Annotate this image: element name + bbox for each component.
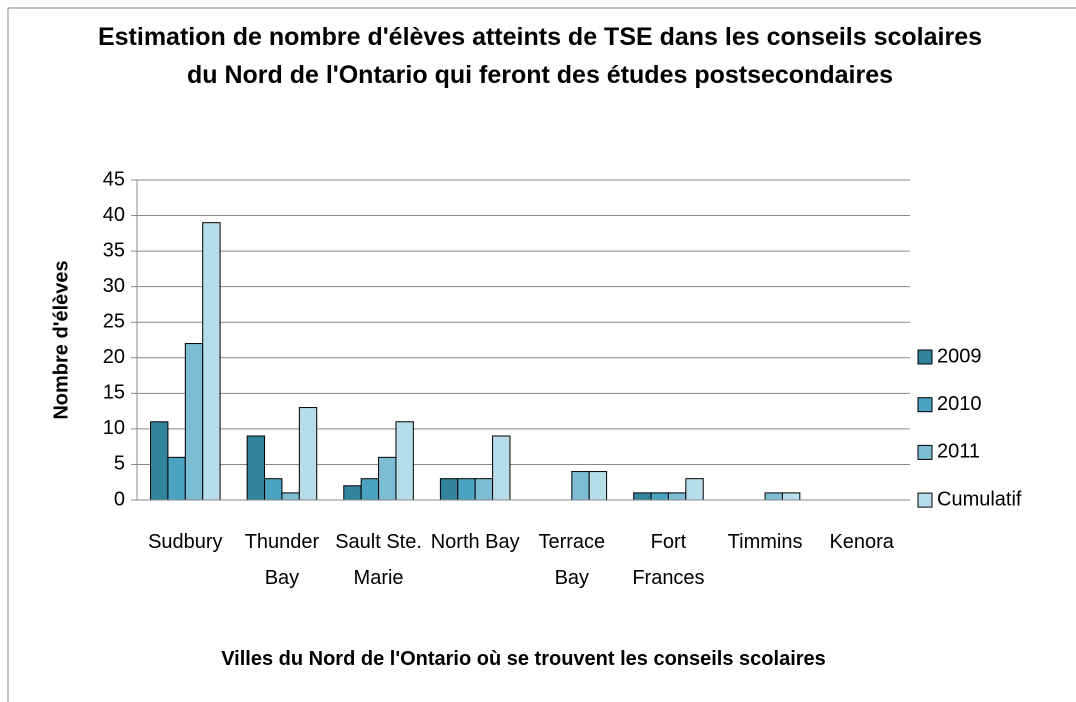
- legend-swatch: [917, 397, 933, 413]
- y-tick-label: 40: [103, 204, 125, 226]
- bar: [571, 471, 590, 501]
- y-tick-label: 15: [103, 382, 125, 404]
- chart-border: [7, 7, 1076, 702]
- y-tick-label: 5: [114, 453, 125, 475]
- y-tick-label: 45: [103, 168, 125, 190]
- bar: [395, 421, 414, 501]
- x-tick-label: Terrace Bay: [538, 531, 606, 589]
- bar: [685, 478, 704, 501]
- bar: [588, 471, 608, 501]
- legend-label: Cumulatif: [937, 488, 1022, 510]
- bar: [764, 492, 783, 501]
- legend-label: 2011: [937, 441, 980, 463]
- y-tick-label: 10: [103, 417, 125, 439]
- x-tick-label: North Bay: [430, 531, 520, 553]
- bar: [343, 485, 362, 501]
- bar: [650, 492, 669, 501]
- x-axis-label: Villes du Nord de l'Ontario où se trouve…: [221, 648, 826, 670]
- x-tick-label: Timmins: [727, 531, 803, 553]
- y-tick-label: 35: [103, 239, 125, 261]
- legend-swatch: [917, 349, 933, 365]
- bar: [202, 222, 221, 501]
- x-tick-label: Kenora: [829, 531, 894, 553]
- bar: [378, 456, 397, 501]
- y-tick-label: 25: [103, 311, 125, 333]
- bar: [633, 492, 652, 501]
- legend-swatch: [917, 492, 933, 508]
- bar: [457, 478, 476, 501]
- legend-label: 2010: [937, 393, 982, 415]
- x-tick-label: Sault Ste. Marie: [335, 531, 422, 589]
- bar: [167, 456, 186, 501]
- bar: [439, 478, 459, 501]
- bar: [492, 435, 511, 501]
- y-tick-label: 0: [114, 488, 125, 510]
- x-tick-label: Thunder Bay: [244, 531, 320, 589]
- x-tick-label: Fort Frances: [632, 531, 705, 589]
- bar: [150, 421, 169, 501]
- bar: [360, 478, 380, 501]
- y-axis-label: Nombre d'élèves: [50, 260, 72, 419]
- legend-label: 2009: [937, 345, 982, 367]
- bar: [264, 478, 283, 501]
- bar: [667, 492, 687, 501]
- bar: [781, 492, 801, 501]
- bar: [298, 407, 318, 501]
- bar: [184, 343, 204, 501]
- bar: [246, 435, 266, 501]
- bar: [281, 492, 300, 501]
- y-tick-label: 30: [103, 275, 125, 297]
- chart-title: Estimation de nombre d'élèves atteints d…: [97, 23, 983, 89]
- x-tick-label: Sudbury: [148, 531, 223, 553]
- bar: [474, 478, 494, 501]
- y-tick-label: 20: [103, 346, 125, 368]
- legend-swatch: [917, 444, 933, 460]
